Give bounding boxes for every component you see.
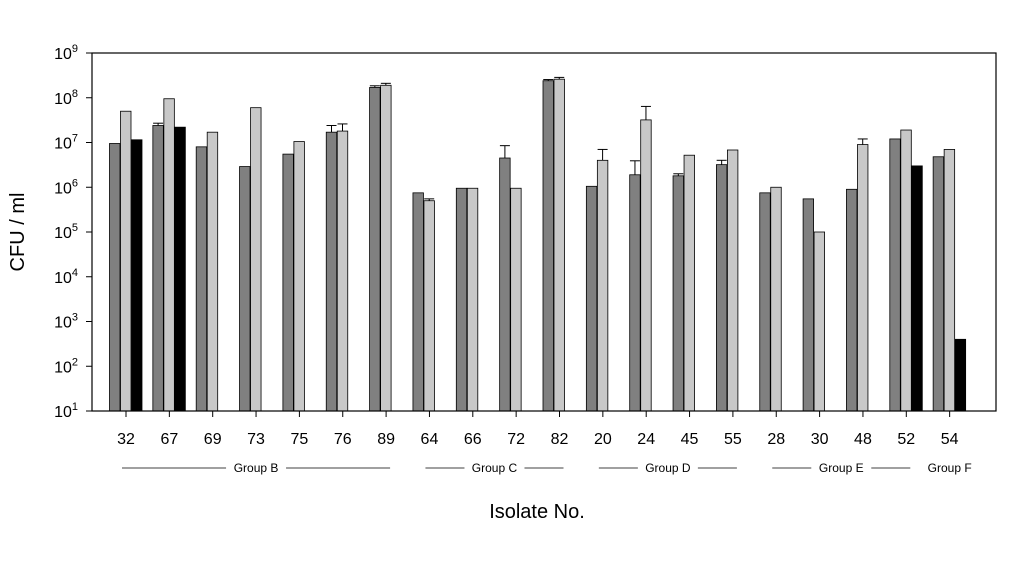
bar [846, 188, 858, 412]
x-tick-label: 67 [160, 431, 178, 448]
group-label: Group E [819, 461, 864, 475]
bar [152, 125, 164, 412]
bar [911, 165, 923, 412]
bar [174, 126, 186, 412]
bar [206, 131, 219, 412]
bar [293, 141, 305, 412]
x-tick-label: 45 [681, 431, 699, 448]
bar [510, 187, 522, 412]
bar [466, 187, 479, 412]
bar [683, 154, 695, 412]
group-label: Group B [234, 461, 279, 475]
bar [325, 131, 338, 412]
bar [813, 231, 825, 412]
bar [282, 153, 294, 412]
x-axis: 32 67 69 73 75 76 89 64 66 72 82 20 24 45 55 28 30 48 52 54 [117, 411, 959, 448]
bar [239, 166, 251, 412]
x-tick-label: 75 [291, 431, 309, 448]
bar [596, 159, 609, 412]
x-tick-label: 64 [421, 431, 439, 448]
group-label: Group F [928, 461, 972, 475]
x-tick-label: 69 [204, 431, 222, 448]
x-tick-label: 24 [637, 431, 655, 448]
bar [109, 143, 121, 412]
y-tick-label: 101 [54, 401, 78, 421]
x-tick-label: 89 [377, 431, 395, 448]
bar [380, 84, 392, 412]
x-tick-label: 76 [334, 431, 352, 448]
bar [943, 149, 956, 412]
y-axis: 101 102 103 104 105 106 107 108 109 [54, 43, 92, 421]
bar [954, 338, 967, 412]
x-tick-label: 55 [724, 431, 742, 448]
x-tick-label: 52 [897, 431, 915, 448]
bar [336, 130, 349, 412]
bar [553, 78, 565, 412]
bar [163, 98, 175, 412]
group-labels: Group B Group C Group D Group E Group F [122, 461, 972, 475]
bar [857, 144, 869, 412]
bar [716, 164, 728, 412]
bar [499, 157, 511, 412]
bar [802, 198, 814, 412]
bar [120, 110, 132, 412]
y-axis-title: CFU / ml [7, 193, 29, 272]
bar [250, 107, 262, 412]
bar [770, 186, 782, 412]
y-tick-label: 107 [54, 133, 78, 153]
x-tick-label: 72 [507, 431, 525, 448]
bar [412, 192, 424, 412]
y-tick-label: 102 [54, 356, 78, 376]
x-tick-label: 73 [247, 431, 265, 448]
bar [131, 139, 143, 412]
bar [932, 156, 945, 412]
bar [542, 80, 554, 412]
bar [423, 200, 435, 412]
bar [585, 185, 598, 412]
bar [759, 192, 771, 412]
error-bars-layer [153, 76, 868, 201]
y-tick-label: 108 [54, 88, 78, 108]
bar [900, 129, 912, 412]
bar [455, 187, 468, 412]
group-label: Group C [472, 461, 518, 475]
bar [889, 138, 901, 412]
x-tick-label: 48 [854, 431, 872, 448]
x-tick-label: 54 [941, 431, 959, 448]
x-tick-label: 32 [117, 431, 135, 448]
bar [727, 149, 739, 412]
x-tick-label: 30 [811, 431, 829, 448]
bar [369, 87, 381, 412]
x-axis-title: Isolate No. [489, 501, 585, 523]
group-label: Group D [645, 461, 691, 475]
x-tick-label: 20 [594, 431, 612, 448]
y-tick-label: 103 [54, 312, 78, 332]
bar [629, 174, 641, 412]
bar [672, 175, 684, 412]
x-tick-label: 28 [767, 431, 785, 448]
y-tick-label: 109 [54, 43, 78, 63]
bar [195, 146, 208, 412]
y-tick-label: 106 [54, 177, 78, 197]
y-tick-label: 104 [54, 267, 78, 287]
x-tick-label: 66 [464, 431, 482, 448]
bar [640, 119, 652, 412]
y-tick-label: 105 [54, 222, 78, 242]
x-tick-label: 82 [551, 431, 569, 448]
